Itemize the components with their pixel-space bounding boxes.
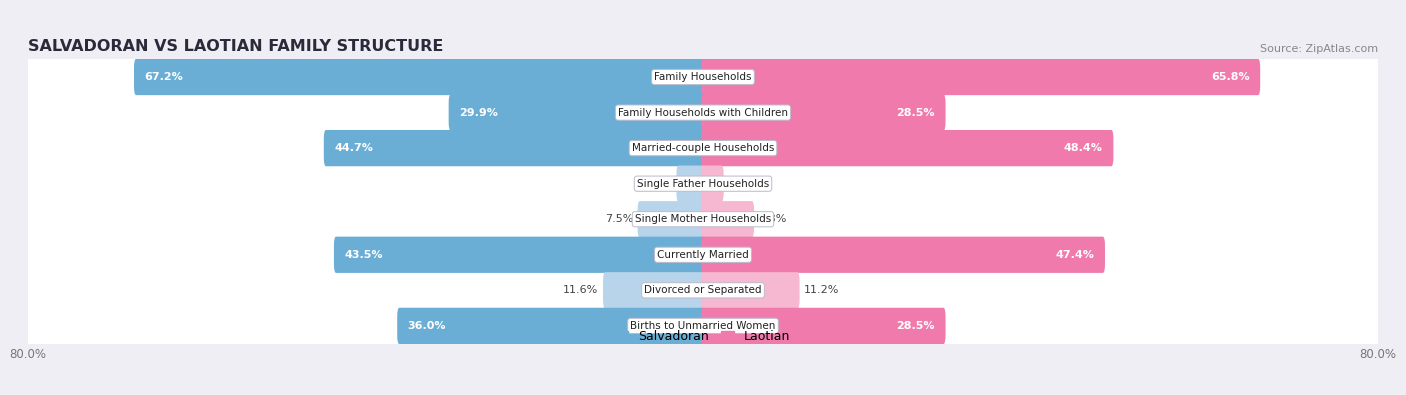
FancyBboxPatch shape (700, 201, 754, 237)
FancyBboxPatch shape (700, 272, 800, 308)
FancyBboxPatch shape (134, 59, 706, 95)
Text: 43.5%: 43.5% (344, 250, 382, 260)
Text: 36.0%: 36.0% (408, 321, 446, 331)
Text: 5.8%: 5.8% (759, 214, 787, 224)
Text: 29.9%: 29.9% (460, 107, 498, 118)
FancyBboxPatch shape (676, 166, 706, 202)
Text: 28.5%: 28.5% (897, 321, 935, 331)
FancyBboxPatch shape (700, 59, 1260, 95)
FancyBboxPatch shape (700, 94, 945, 131)
FancyBboxPatch shape (398, 308, 706, 344)
Text: 2.2%: 2.2% (728, 179, 756, 189)
Text: 11.2%: 11.2% (804, 285, 839, 295)
FancyBboxPatch shape (603, 272, 706, 308)
FancyBboxPatch shape (323, 130, 706, 166)
FancyBboxPatch shape (25, 225, 1381, 284)
Text: Currently Married: Currently Married (657, 250, 749, 260)
FancyBboxPatch shape (25, 47, 1381, 107)
FancyBboxPatch shape (25, 118, 1381, 178)
Text: 44.7%: 44.7% (335, 143, 373, 153)
Text: Single Mother Households: Single Mother Households (636, 214, 770, 224)
Text: Family Households: Family Households (654, 72, 752, 82)
FancyBboxPatch shape (700, 130, 1114, 166)
Text: 7.5%: 7.5% (605, 214, 633, 224)
Text: Source: ZipAtlas.com: Source: ZipAtlas.com (1260, 44, 1378, 54)
FancyBboxPatch shape (335, 237, 706, 273)
Text: SALVADORAN VS LAOTIAN FAMILY STRUCTURE: SALVADORAN VS LAOTIAN FAMILY STRUCTURE (28, 39, 443, 54)
Text: Births to Unmarried Women: Births to Unmarried Women (630, 321, 776, 331)
Text: 2.9%: 2.9% (644, 179, 672, 189)
FancyBboxPatch shape (700, 166, 724, 202)
Text: Divorced or Separated: Divorced or Separated (644, 285, 762, 295)
Text: Married-couple Households: Married-couple Households (631, 143, 775, 153)
FancyBboxPatch shape (25, 83, 1381, 142)
Text: 48.4%: 48.4% (1064, 143, 1102, 153)
Legend: Salvadoran, Laotian: Salvadoran, Laotian (616, 330, 790, 343)
FancyBboxPatch shape (638, 201, 706, 237)
Text: Family Households with Children: Family Households with Children (619, 107, 787, 118)
FancyBboxPatch shape (25, 296, 1381, 356)
Text: 47.4%: 47.4% (1056, 250, 1094, 260)
FancyBboxPatch shape (25, 261, 1381, 320)
FancyBboxPatch shape (700, 308, 945, 344)
Text: 28.5%: 28.5% (897, 107, 935, 118)
FancyBboxPatch shape (25, 190, 1381, 249)
Text: 67.2%: 67.2% (145, 72, 183, 82)
FancyBboxPatch shape (700, 237, 1105, 273)
FancyBboxPatch shape (25, 154, 1381, 213)
Text: 11.6%: 11.6% (564, 285, 599, 295)
FancyBboxPatch shape (449, 94, 706, 131)
Text: 65.8%: 65.8% (1211, 72, 1250, 82)
Text: Single Father Households: Single Father Households (637, 179, 769, 189)
